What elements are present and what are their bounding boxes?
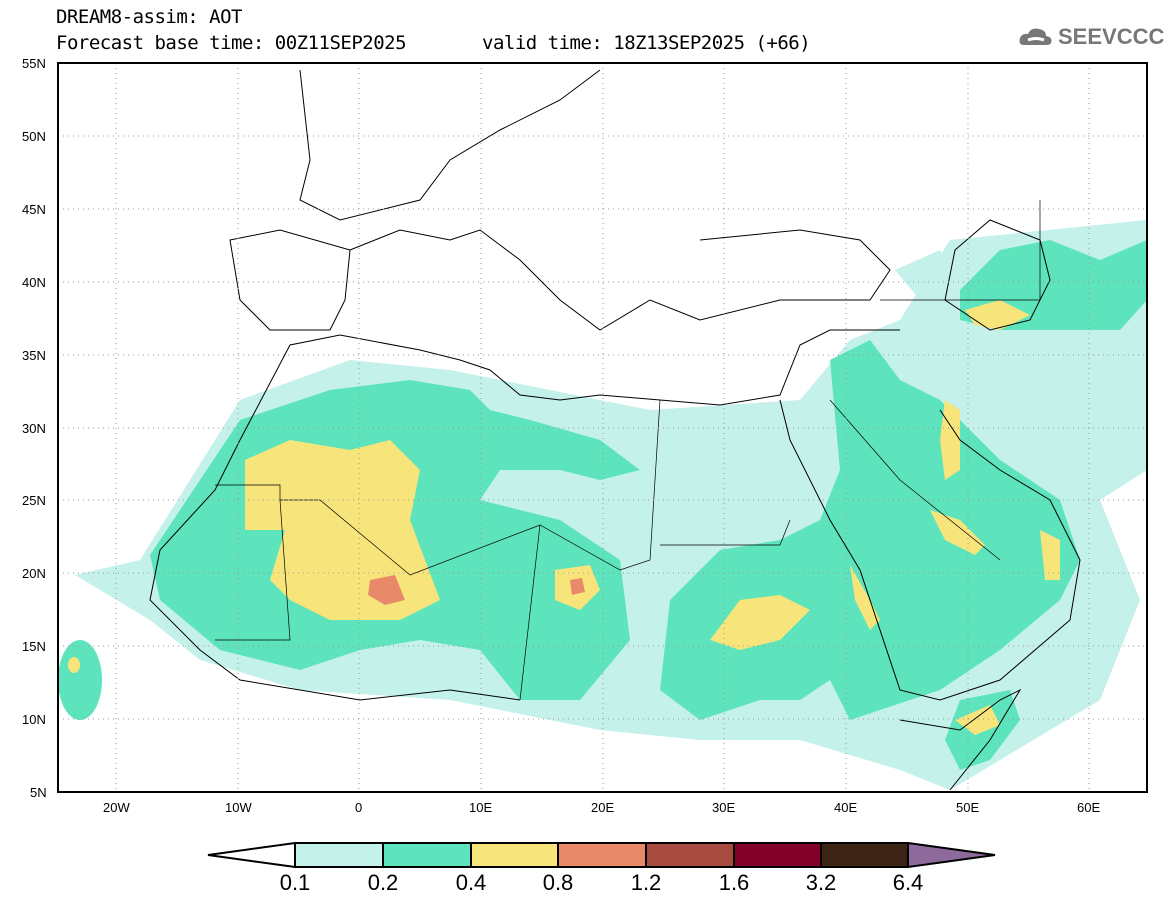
aot-0.1-region bbox=[895, 250, 960, 300]
colorbar-under-triangle bbox=[207, 841, 296, 869]
lon-label: 10E bbox=[469, 800, 493, 815]
lon-label: 10W bbox=[225, 800, 252, 815]
valid-time: valid time: 18Z13SEP2025 (+66) bbox=[482, 32, 811, 54]
lat-label: 40N bbox=[22, 275, 46, 290]
colorbar-label: 0.1 bbox=[279, 870, 311, 895]
aot-0.4-region bbox=[850, 565, 880, 630]
lon-label: 40E bbox=[834, 800, 858, 815]
colorbar-label: 0.4 bbox=[455, 870, 487, 895]
colorbar-label: 0.8 bbox=[542, 870, 574, 895]
lon-label: 20W bbox=[103, 800, 130, 815]
colorbar-label: 1.2 bbox=[630, 870, 662, 895]
aot-0.8-region bbox=[368, 575, 405, 605]
colorbar-bin bbox=[557, 842, 647, 868]
aot-0.2-region bbox=[58, 640, 102, 720]
map-title: DREAM8-assim: AOT bbox=[56, 6, 242, 28]
aot-0.4-region bbox=[955, 705, 1000, 735]
colorbar bbox=[207, 841, 996, 869]
colorbar-label: 3.2 bbox=[805, 870, 837, 895]
lon-label: 20E bbox=[591, 800, 615, 815]
lat-label: 55N bbox=[22, 56, 46, 71]
aot-0.4-region bbox=[68, 657, 80, 673]
aot-0.4-region bbox=[710, 595, 810, 650]
map-frame bbox=[57, 62, 1148, 793]
lat-label: 50N bbox=[22, 129, 46, 144]
lon-label: 50E bbox=[956, 800, 980, 815]
colorbar-bin bbox=[820, 842, 909, 868]
colorbar-over-triangle bbox=[907, 841, 996, 869]
colorbar-label: 1.6 bbox=[718, 870, 750, 895]
coastlines bbox=[149, 69, 1081, 791]
lat-label: 30N bbox=[22, 421, 46, 436]
lat-label: 45N bbox=[22, 202, 46, 217]
aot-0.8-region bbox=[570, 578, 585, 595]
logo-text: SEEVCCC bbox=[1058, 24, 1165, 49]
lon-label: 30E bbox=[712, 800, 736, 815]
colorbar-label: 6.4 bbox=[892, 870, 924, 895]
aot-0.4-region bbox=[940, 400, 960, 480]
colorbar-label: 0.2 bbox=[367, 870, 399, 895]
colorbar-bin bbox=[294, 842, 384, 868]
lat-label: 35N bbox=[22, 348, 46, 363]
country-borders bbox=[215, 200, 1041, 701]
cloud-icon bbox=[1019, 28, 1052, 45]
colorbar-bin bbox=[733, 842, 822, 868]
colorbar-bin bbox=[470, 842, 559, 868]
lat-label: 5N bbox=[30, 785, 47, 800]
aot-0.4-region bbox=[965, 300, 1030, 330]
aot-0.4-region bbox=[930, 510, 985, 555]
seevccc-logo: SEEVCCC bbox=[1018, 24, 1164, 50]
lon-label: 0 bbox=[355, 800, 363, 815]
base-time: Forecast base time: 00Z11SEP2025 bbox=[56, 32, 407, 54]
colorbar-bin bbox=[645, 842, 735, 868]
aot-0.4-region bbox=[1040, 530, 1060, 580]
lat-label: 20N bbox=[22, 566, 46, 581]
lat-label: 10N bbox=[22, 712, 46, 727]
colorbar-bin bbox=[382, 842, 472, 868]
lon-label: 60E bbox=[1077, 800, 1101, 815]
lat-label: 15N bbox=[22, 639, 46, 654]
lat-label: 25N bbox=[22, 493, 46, 508]
aot-0.4-region bbox=[245, 440, 440, 620]
